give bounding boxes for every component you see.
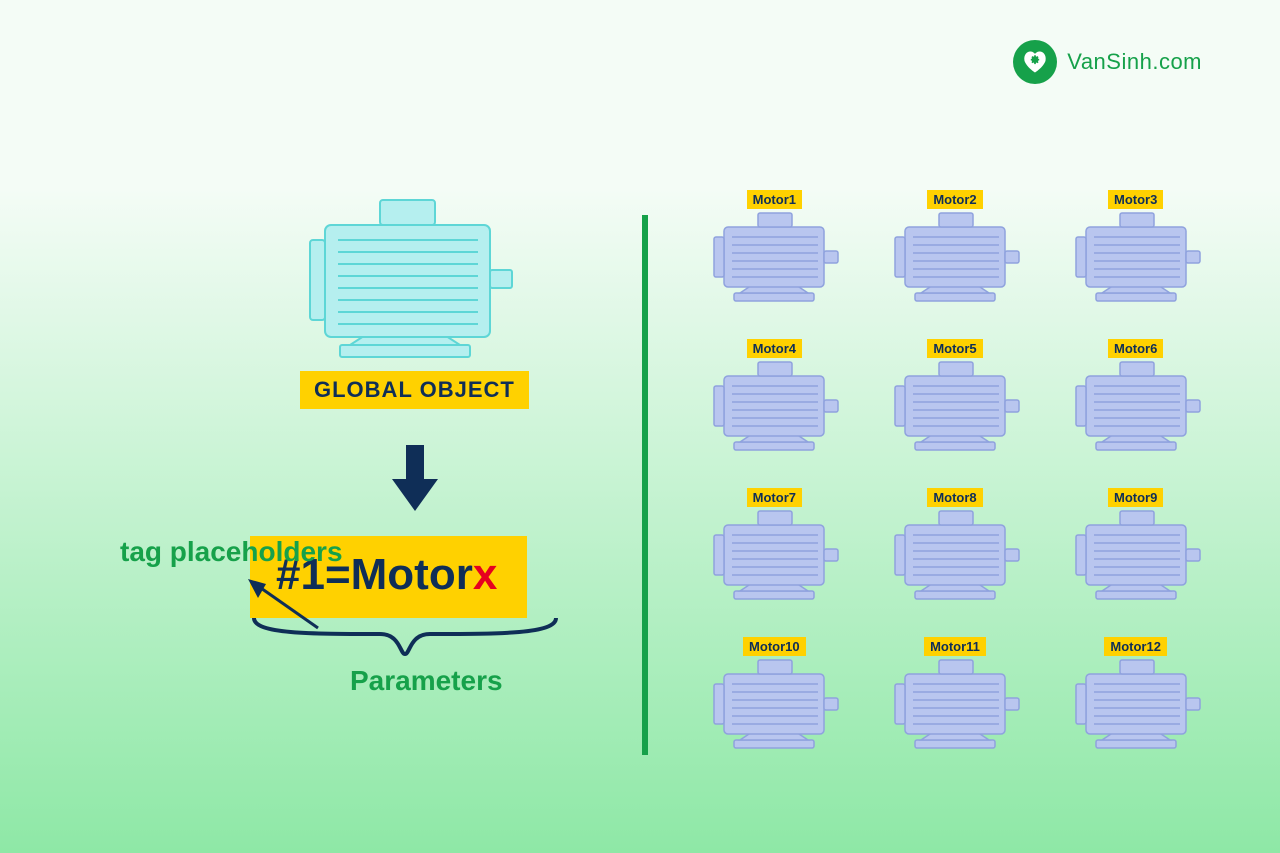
motor-instance: Motor3 bbox=[1056, 190, 1215, 305]
motor-instance: Motor1 bbox=[695, 190, 854, 305]
motor-badge: Motor3 bbox=[1108, 190, 1163, 209]
motor-icon bbox=[1066, 652, 1206, 752]
tag-placeholders-label: tag placeholders bbox=[120, 536, 343, 568]
motor-badge: Motor11 bbox=[924, 637, 986, 656]
parameters-label: Parameters bbox=[350, 665, 620, 697]
motor-instance: Motor8 bbox=[876, 488, 1035, 603]
param-suffix: x bbox=[473, 550, 497, 599]
motor-instance: Motor10 bbox=[695, 637, 854, 752]
motor-badge: Motor10 bbox=[743, 637, 806, 656]
motor-badge: Motor5 bbox=[927, 339, 982, 358]
motor-instance: Motor12 bbox=[1056, 637, 1215, 752]
motor-badge: Motor8 bbox=[927, 488, 982, 507]
motor-instance: Motor4 bbox=[695, 339, 854, 454]
motor-icon bbox=[704, 652, 844, 752]
motor-icon bbox=[885, 652, 1025, 752]
global-object-badge: GLOBAL OBJECT bbox=[300, 371, 529, 409]
motor-instance: Motor11 bbox=[876, 637, 1035, 752]
left-panel: GLOBAL OBJECT tag placeholders #1=Motorx… bbox=[120, 180, 620, 697]
motor-badge: Motor9 bbox=[1108, 488, 1163, 507]
motor-instance: Motor9 bbox=[1056, 488, 1215, 603]
motor-badge: Motor1 bbox=[747, 190, 802, 209]
motor-instance: Motor7 bbox=[695, 488, 854, 603]
motor-instance: Motor6 bbox=[1056, 339, 1215, 454]
motor-icon bbox=[1066, 205, 1206, 305]
motor-icon bbox=[704, 205, 844, 305]
tag-pointer-arrow-icon bbox=[246, 576, 326, 641]
motor-icon bbox=[1066, 503, 1206, 603]
motor-instance: Motor2 bbox=[876, 190, 1035, 305]
motor-icon bbox=[885, 205, 1025, 305]
motor-icon bbox=[885, 503, 1025, 603]
motor-icon bbox=[704, 354, 844, 454]
global-motor-icon bbox=[290, 180, 520, 365]
motor-icon bbox=[704, 503, 844, 603]
logo-icon bbox=[1013, 40, 1057, 84]
brand-logo: VanSinh.com bbox=[1013, 40, 1202, 84]
vertical-divider bbox=[642, 215, 648, 755]
motor-icon bbox=[1066, 354, 1206, 454]
motor-badge: Motor2 bbox=[927, 190, 982, 209]
motor-badge: Motor4 bbox=[747, 339, 802, 358]
logo-text: VanSinh.com bbox=[1067, 49, 1202, 75]
motor-icon bbox=[885, 354, 1025, 454]
motor-badge: Motor6 bbox=[1108, 339, 1163, 358]
motor-badge: Motor12 bbox=[1104, 637, 1167, 656]
down-arrow-icon bbox=[392, 445, 620, 516]
motor-badge: Motor7 bbox=[747, 488, 802, 507]
motor-grid: Motor1 Motor2 bbox=[695, 190, 1215, 752]
motor-instance: Motor5 bbox=[876, 339, 1035, 454]
